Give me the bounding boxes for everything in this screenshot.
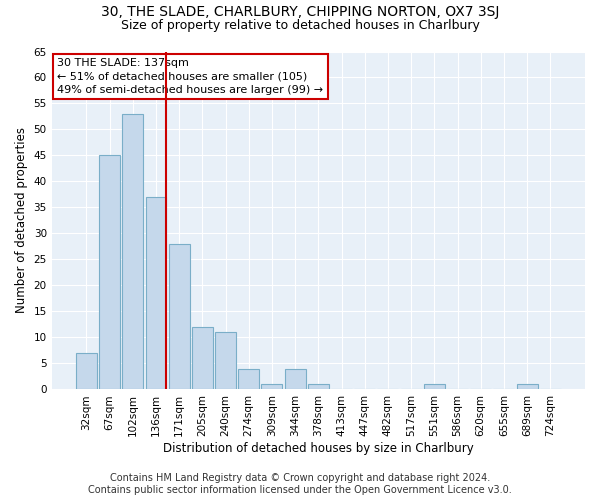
Text: Contains HM Land Registry data © Crown copyright and database right 2024.
Contai: Contains HM Land Registry data © Crown c… [88,474,512,495]
Text: Size of property relative to detached houses in Charlbury: Size of property relative to detached ho… [121,19,479,32]
Bar [308,384,329,390]
Bar [424,384,445,390]
Bar [146,197,166,390]
Bar [99,156,120,390]
Bar [76,353,97,390]
Bar [262,384,283,390]
Bar [192,327,213,390]
Bar [169,244,190,390]
Bar [517,384,538,390]
Text: 30, THE SLADE, CHARLBURY, CHIPPING NORTON, OX7 3SJ: 30, THE SLADE, CHARLBURY, CHIPPING NORTO… [101,5,499,19]
Bar [238,368,259,390]
Bar [122,114,143,390]
Y-axis label: Number of detached properties: Number of detached properties [15,128,28,314]
X-axis label: Distribution of detached houses by size in Charlbury: Distribution of detached houses by size … [163,442,474,455]
Text: 30 THE SLADE: 137sqm
← 51% of detached houses are smaller (105)
49% of semi-deta: 30 THE SLADE: 137sqm ← 51% of detached h… [57,58,323,94]
Bar [284,368,305,390]
Bar [215,332,236,390]
